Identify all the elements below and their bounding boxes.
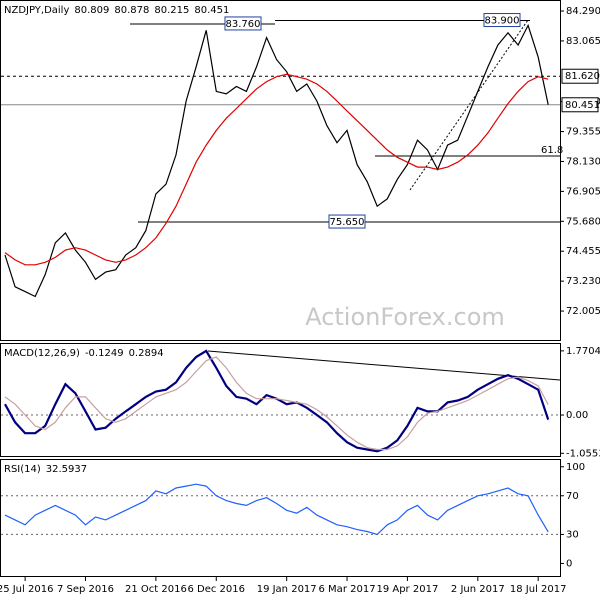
header-text: MACD(12,26,9) — [4, 348, 80, 359]
header-text: -0.1249 — [85, 348, 124, 359]
level-box — [328, 214, 366, 229]
panel-header: MACD(12,26,9) -0.1249 0.2894 — [4, 348, 164, 359]
level-label: 83.900 — [485, 16, 520, 27]
y-tick-label: 72.005 — [566, 306, 600, 317]
header-text: 0.2894 — [129, 348, 164, 359]
x-tick-label: 18 Jul 2017 — [510, 584, 567, 595]
x-tick-label: 2 Jun 2017 — [451, 584, 505, 595]
series-line — [4, 356, 549, 451]
header-text: 80.215 — [154, 5, 189, 16]
y-tick-label: 83.065 — [566, 36, 600, 47]
macd-panel — [0, 343, 561, 457]
x-tick-label: 19 Apr 2017 — [376, 584, 438, 595]
header-text: 32.5937 — [46, 464, 87, 475]
y-tick-label: 84.290 — [566, 6, 600, 17]
y-tick-label: 75.680 — [566, 216, 600, 227]
panel-header: NZDJPY,Daily 80.809 80.878 80.215 80.451 — [4, 5, 229, 16]
fib-label: 61.8 — [541, 145, 563, 156]
x-tick-label: 25 Jul 2016 — [0, 584, 53, 595]
series-line — [4, 73, 549, 266]
y-tick-label: -1.0553 — [566, 448, 600, 459]
level-box — [483, 13, 521, 28]
y-tick-label: 0 — [566, 558, 572, 569]
y-tick-label: 76.905 — [566, 186, 600, 197]
price-tag-label: 80.451 — [565, 100, 600, 111]
price-tag — [561, 68, 599, 84]
level-label: 75.650 — [330, 217, 365, 228]
price-panel — [0, 0, 561, 341]
price-tag-label: 81.620 — [565, 71, 600, 82]
level-box — [224, 16, 262, 31]
series-line — [4, 23, 549, 298]
panel-header: RSI(14) 32.5937 — [4, 464, 87, 475]
price-tag — [561, 97, 599, 113]
trend-line — [409, 19, 529, 191]
level-label: 83.760 — [226, 19, 261, 30]
header-text: NZDJPY,Daily — [4, 5, 69, 16]
y-tick-label: 74.455 — [566, 246, 600, 257]
x-tick-label: 19 Jan 2017 — [257, 584, 317, 595]
y-tick-label: 100 — [566, 462, 585, 473]
x-tick-label: 7 Sep 2016 — [57, 584, 114, 595]
header-text: RSI(14) — [4, 464, 41, 475]
macd-trend-line — [207, 350, 561, 381]
y-tick-label: 79.355 — [566, 127, 600, 138]
y-tick-label: 30 — [566, 529, 579, 540]
series-line — [4, 483, 549, 536]
header-text: 80.878 — [114, 5, 149, 16]
header-text: 80.451 — [194, 5, 229, 16]
watermark: ActionForex.com — [305, 303, 505, 331]
x-tick-label: 6 Dec 2016 — [187, 584, 245, 595]
y-tick-label: 70 — [566, 491, 579, 502]
x-tick-label: 21 Oct 2016 — [125, 584, 187, 595]
y-tick-label: 78.130 — [566, 156, 600, 167]
header-text: 80.809 — [74, 5, 109, 16]
y-tick-label: 1.7704 — [566, 346, 600, 357]
y-tick-label: 0.00 — [566, 410, 588, 421]
x-tick-label: 6 Mar 2017 — [319, 584, 376, 595]
y-tick-label: 73.230 — [566, 276, 600, 287]
rsi-panel — [0, 459, 561, 577]
